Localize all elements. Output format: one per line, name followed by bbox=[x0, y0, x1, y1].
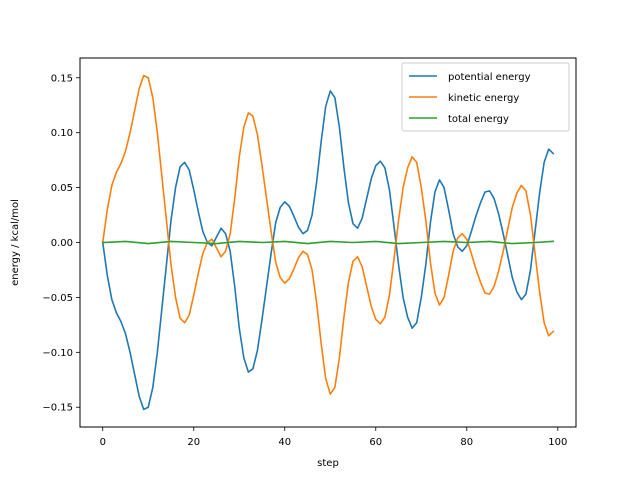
legend-label-potential-energy: potential energy bbox=[448, 72, 531, 83]
x-tick-label: 80 bbox=[460, 437, 473, 448]
series-line-kinetic-energy bbox=[101, 74, 555, 395]
x-tick-label: 60 bbox=[369, 437, 382, 448]
x-tick-label: 20 bbox=[187, 437, 200, 448]
x-axis-ticks: 0 20 40 60 80 100 bbox=[100, 427, 567, 448]
legend: potential energy kinetic energy total en… bbox=[401, 62, 570, 132]
y-axis-ticks: −0.15 −0.10 −0.05 0.00 0.05 0.10 0.15 bbox=[42, 73, 80, 414]
x-tick-label: 0 bbox=[100, 437, 106, 448]
y-tick-label: −0.15 bbox=[42, 403, 73, 414]
y-tick-label: −0.10 bbox=[42, 348, 73, 359]
x-tick-label: 40 bbox=[278, 437, 291, 448]
series-layer bbox=[101, 74, 555, 411]
y-axis-label: energy / kcal/mol bbox=[10, 199, 21, 286]
y-tick-label: 0.00 bbox=[51, 238, 73, 249]
y-tick-label: −0.05 bbox=[42, 293, 73, 304]
y-tick-label: 0.10 bbox=[51, 128, 73, 139]
legend-label-kinetic-energy: kinetic energy bbox=[448, 93, 519, 104]
x-axis-label: step bbox=[317, 458, 339, 469]
y-tick-label: 0.05 bbox=[51, 183, 73, 194]
x-tick-label: 100 bbox=[548, 437, 567, 448]
series-line-total-energy bbox=[101, 240, 555, 245]
series-line-potential-energy bbox=[101, 90, 555, 411]
legend-box bbox=[401, 62, 570, 132]
y-tick-label: 0.15 bbox=[51, 73, 73, 84]
legend-label-total-energy: total energy bbox=[448, 114, 509, 125]
